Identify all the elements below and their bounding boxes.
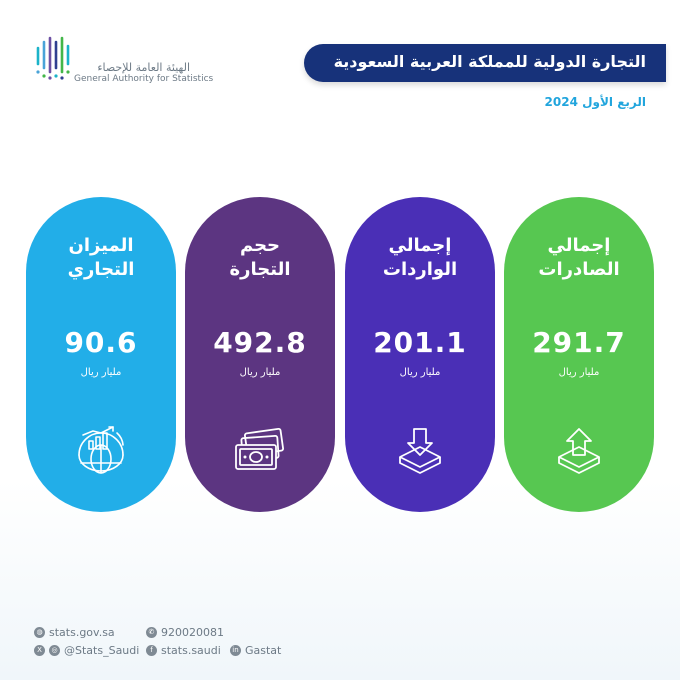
linkedin-link[interactable]: in Gastat xyxy=(230,644,281,657)
facebook-text: stats.saudi xyxy=(161,644,221,657)
org-name-arabic: الهيئة العامة للإحصاء xyxy=(97,61,190,74)
trade-balance-card: الميزان التجاري 90.6 مليار ريال xyxy=(26,197,176,512)
card-unit: مليار ريال xyxy=(399,367,441,378)
website-text: stats.gov.sa xyxy=(49,626,115,639)
card-title-line1: إجمالي xyxy=(388,235,452,256)
facebook-icon: f xyxy=(146,645,157,656)
trade-balance-value: 90.6 xyxy=(64,326,138,359)
globe-growth-chart-icon xyxy=(78,426,124,474)
phone-text: 920020081 xyxy=(161,626,224,639)
card-title-line1: حجم xyxy=(239,235,281,256)
download-box-icon xyxy=(399,428,441,474)
globe-icon: ◍ xyxy=(34,627,45,638)
facebook-link[interactable]: f stats.saudi xyxy=(146,644,221,657)
linkedin-text: Gastat xyxy=(245,644,282,657)
card-title-line1: الميزان xyxy=(68,235,134,256)
card-title-line2: التجارة xyxy=(229,259,291,280)
page-title: التجارة الدولية للمملكة العربية السعودية xyxy=(333,52,646,71)
x-instagram-link[interactable]: X ◎ @Stats_Saudi xyxy=(34,644,139,657)
card-title-line2: الواردات xyxy=(382,259,458,280)
phone-icon: ✆ xyxy=(146,627,157,638)
trade-volume-card: حجم التجارة 492.8 مليار ريال xyxy=(185,197,335,512)
background-tint xyxy=(0,480,680,680)
x-icon: X xyxy=(34,645,45,656)
instagram-icon: ◎ xyxy=(49,645,60,656)
card-title: إجمالي الواردات xyxy=(345,234,495,282)
total-exports-card: إجمالي الصادرات 291.7 مليار ريال xyxy=(504,197,654,512)
total-exports-value: 291.7 xyxy=(532,326,626,359)
card-title: الميزان التجاري xyxy=(26,234,176,282)
card-title: حجم التجارة xyxy=(185,234,335,282)
card-title-line1: إجمالي xyxy=(547,235,611,256)
phone-link[interactable]: ✆ 920020081 xyxy=(146,626,224,639)
card-title: إجمالي الصادرات xyxy=(504,234,654,282)
gastat-logo-mark-icon xyxy=(36,36,70,80)
footer-contacts: ◍ stats.gov.sa ✆ 920020081 X ◎ @Stats_Sa… xyxy=(34,626,334,666)
trade-volume-value: 492.8 xyxy=(213,326,307,359)
period-label: الربع الأول 2024 xyxy=(544,95,646,109)
linkedin-icon: in xyxy=(230,645,241,656)
org-name-english: General Authority for Statistics xyxy=(74,74,214,84)
upload-box-icon xyxy=(558,428,600,474)
x-instagram-text: @Stats_Saudi xyxy=(64,644,140,657)
banknotes-icon xyxy=(235,427,284,470)
card-title-line2: الصادرات xyxy=(538,259,620,280)
card-unit: مليار ريال xyxy=(80,367,122,378)
card-title-line2: التجاري xyxy=(67,259,135,280)
card-unit: مليار ريال xyxy=(558,367,600,378)
title-banner: التجارة الدولية للمملكة العربية السعودية xyxy=(304,44,666,82)
total-imports-card: إجمالي الواردات 201.1 مليار ريال xyxy=(345,197,495,512)
gastat-logo xyxy=(34,34,214,94)
card-unit: مليار ريال xyxy=(239,367,281,378)
website-link[interactable]: ◍ stats.gov.sa xyxy=(34,626,115,639)
total-imports-value: 201.1 xyxy=(373,326,467,359)
